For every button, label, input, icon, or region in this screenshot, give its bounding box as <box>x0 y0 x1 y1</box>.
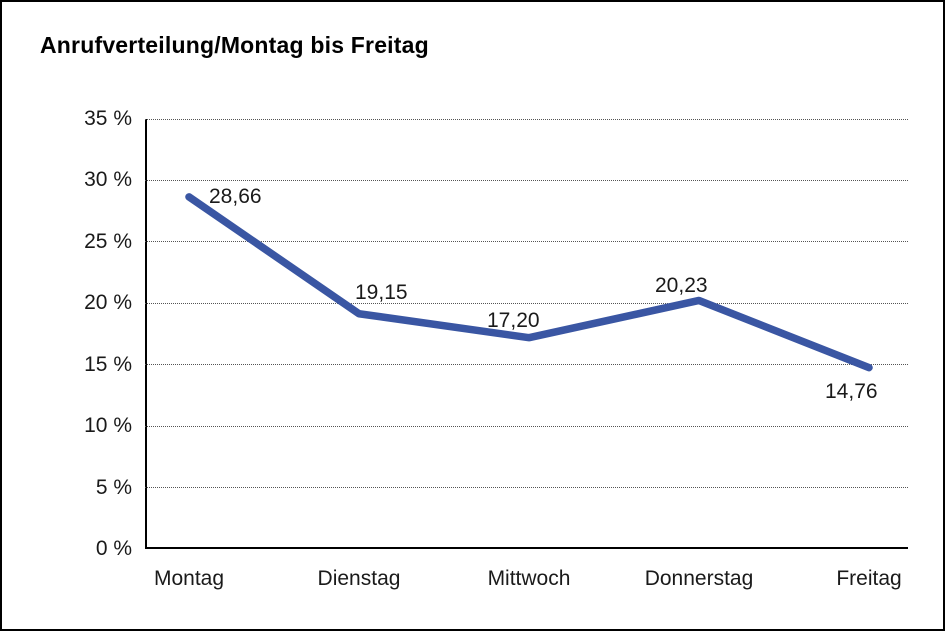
y-axis-line <box>145 119 147 549</box>
data-point-label: 14,76 <box>825 379 878 403</box>
y-axis-label: 35 % <box>84 107 132 130</box>
data-point-label: 19,15 <box>355 280 408 304</box>
chart-title: Anrufverteilung/Montag bis Freitag <box>40 32 429 58</box>
y-axis-label: 10 % <box>84 414 132 438</box>
gridline <box>145 425 908 427</box>
data-point-label: 28,66 <box>209 184 262 208</box>
gridline <box>145 487 908 489</box>
gridline <box>145 241 908 243</box>
x-axis-label: Mittwoch <box>487 567 571 590</box>
data-point-label: 17,20 <box>487 308 540 332</box>
gridline <box>145 302 908 304</box>
gridline <box>145 118 908 120</box>
x-axis-line <box>145 547 908 549</box>
data-point-label: 20,23 <box>655 274 708 298</box>
x-axis-label: Montag <box>153 567 225 590</box>
x-axis-label: Donnerstag <box>644 567 754 590</box>
y-axis-label: 25 % <box>84 229 132 253</box>
line-series <box>185 193 873 372</box>
x-axis-label: Freitag <box>836 567 902 590</box>
x-axis-label: Dienstag <box>317 567 401 590</box>
plot-area: 28,66 19,15 17,20 20,23 14,76 <box>145 118 908 549</box>
gridline <box>145 179 908 181</box>
y-axis-label: 30 % <box>84 168 132 192</box>
line-chart-canvas <box>185 193 873 372</box>
y-axis-label: 5 % <box>95 475 132 499</box>
gridline <box>145 364 908 366</box>
y-axis-label: 15 % <box>84 352 132 376</box>
y-axis-label: 0 % <box>95 537 132 560</box>
y-axis-label: 20 % <box>84 291 132 315</box>
